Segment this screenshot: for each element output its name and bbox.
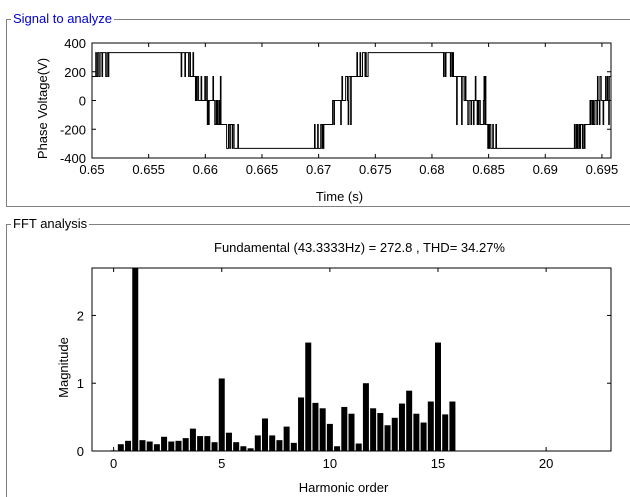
y-tick-label: -400 [60,151,86,166]
harmonic-bar [197,436,204,451]
harmonic-bar [435,342,441,451]
harmonic-bar [449,401,456,451]
harmonic-bar [153,444,160,451]
harmonic-bar [442,414,449,451]
y-tick-label: 200 [64,65,86,80]
harmonic-bar [211,442,218,451]
y-tick-label: 2 [77,308,84,323]
harmonic-bar [312,402,319,451]
harmonic-bar [233,442,240,451]
harmonic-bar [413,413,420,451]
fft-panel-title: FFT analysis [11,216,90,231]
harmonic-bar [218,378,225,451]
harmonic-bar [269,435,276,451]
x-tick-label: 0.66 [193,162,218,177]
harmonic-bar [377,413,384,451]
harmonic-bar [276,440,283,451]
harmonic-bar [420,422,427,451]
fft-title: Fundamental (43.3333Hz) = 272.8 , THD= 3… [214,240,505,255]
harmonic-bar [398,403,405,451]
harmonic-bar [146,441,153,451]
signal-chart: 0.65 0.655 0.66 0.665 0.67 0.675 0.68 0.685 0.69… [35,36,619,204]
fft-plot-frame [91,267,612,452]
harmonic-bar [262,418,268,451]
x-tick-label: 15 [431,456,445,471]
x-tick-label: 0.68 [419,162,444,177]
harmonic-bar [391,417,398,451]
harmonic-bar [355,443,362,451]
harmonic-bar [370,408,377,451]
y-axis-label: Phase Voltage(V) [35,58,50,159]
x-tick-label: 0.69 [533,162,558,177]
harmonic-bar [427,401,434,451]
x-tick-label: 0.675 [359,162,392,177]
harmonic-bar [161,436,168,451]
harmonic-bar [341,406,348,451]
harmonic-bar [254,435,261,451]
harmonic-bar [182,438,189,451]
harmonic-bar [132,268,139,451]
harmonic-bar [225,432,232,451]
harmonic-bar [204,436,211,451]
harmonic-bar [283,426,290,451]
harmonic-bar [139,440,146,451]
y-tick-label: 400 [64,36,86,51]
harmonic-bar [348,413,355,451]
harmonic-bar [247,448,254,451]
harmonic-bar [168,441,175,451]
harmonic-bar [305,342,312,451]
y-axis-label: Magnitude [56,337,71,398]
x-tick-label: 5 [218,456,225,471]
y-tick-label: 0 [77,444,84,459]
y-tick-label: 0 [79,94,86,109]
signal-panel: Signal to analyze [6,12,630,207]
x-tick-label: 0 [110,456,117,471]
x-tick-label: 0.695 [586,162,619,177]
fft-panel: FFT analysis [6,217,630,497]
x-tick-label: 10 [323,456,337,471]
x-axis-label: Harmonic order [299,480,389,495]
harmonic-bar [319,408,326,451]
y-tick-label: 1 [77,376,84,391]
harmonic-bar [175,440,182,451]
signal-panel-title: Signal to analyze [11,11,115,26]
x-tick-label: 0.67 [306,162,331,177]
x-tick-label: 0.655 [132,162,165,177]
harmonic-bar [290,442,297,451]
x-tick-label: 20 [539,456,553,471]
harmonic-bar [240,446,247,451]
y-tick-label: -200 [60,122,86,137]
harmonic-bar [298,397,305,451]
harmonic-bar [406,390,413,451]
harmonic-bar [384,425,391,451]
x-tick-label: 0.665 [246,162,279,177]
x-tick-label: 0.65 [79,162,104,177]
x-tick-label: 0.685 [472,162,505,177]
harmonic-bar [189,428,196,451]
harmonic-bar [117,444,124,451]
harmonic-bar [362,383,369,451]
harmonic-bar [326,423,333,451]
signal-line [92,52,611,149]
harmonic-bar [125,440,132,451]
x-axis-label: Time (s) [316,189,363,204]
harmonic-bar [334,446,341,451]
